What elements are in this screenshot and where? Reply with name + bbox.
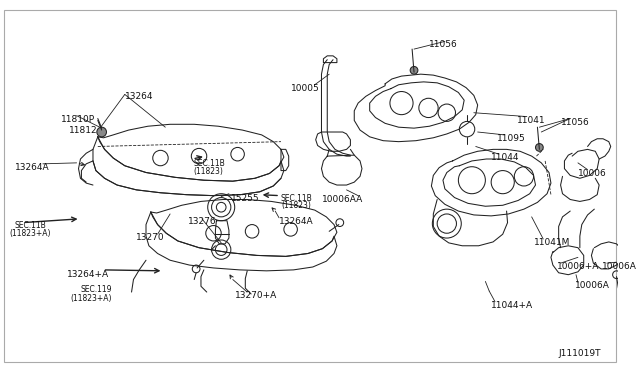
Text: 10006AA: 10006AA: [321, 195, 363, 204]
Text: 11810P: 11810P: [61, 115, 95, 124]
Text: 11041: 11041: [517, 116, 546, 125]
Text: 11044: 11044: [491, 153, 520, 162]
Circle shape: [410, 67, 418, 74]
Text: 11095: 11095: [497, 134, 525, 143]
Text: 11056: 11056: [561, 118, 589, 126]
Text: 13264A: 13264A: [15, 163, 49, 172]
Circle shape: [536, 144, 543, 151]
Circle shape: [97, 127, 106, 137]
Text: 11044+A: 11044+A: [491, 301, 533, 310]
Text: (11823): (11823): [193, 167, 223, 176]
Text: 11041M: 11041M: [534, 238, 570, 247]
Text: 10006: 10006: [578, 169, 607, 178]
Text: 13270: 13270: [136, 233, 165, 242]
Text: 10006A: 10006A: [602, 262, 637, 271]
Text: 13264A: 13264A: [279, 217, 314, 226]
Text: (11823): (11823): [281, 201, 311, 211]
Text: J111019T: J111019T: [559, 349, 601, 358]
Text: SEC.11B: SEC.11B: [281, 194, 313, 203]
Text: SEC.11B: SEC.11B: [15, 221, 47, 230]
Text: (11823+A): (11823+A): [71, 294, 112, 303]
Text: (11823+A): (11823+A): [9, 230, 51, 238]
Text: SEC.11B: SEC.11B: [193, 159, 225, 168]
Text: 10006A: 10006A: [575, 282, 610, 291]
Text: 10006+A: 10006+A: [557, 262, 599, 271]
Text: 13270+A: 13270+A: [235, 291, 277, 300]
Text: 10005: 10005: [291, 84, 319, 93]
Text: 13264+A: 13264+A: [67, 270, 109, 279]
Text: SEC.119: SEC.119: [81, 285, 112, 294]
Text: 11812: 11812: [69, 126, 97, 135]
Text: 13276: 13276: [188, 217, 216, 226]
Text: 15255: 15255: [231, 194, 259, 203]
Text: 11056: 11056: [429, 41, 457, 49]
Text: 13264: 13264: [125, 92, 154, 100]
